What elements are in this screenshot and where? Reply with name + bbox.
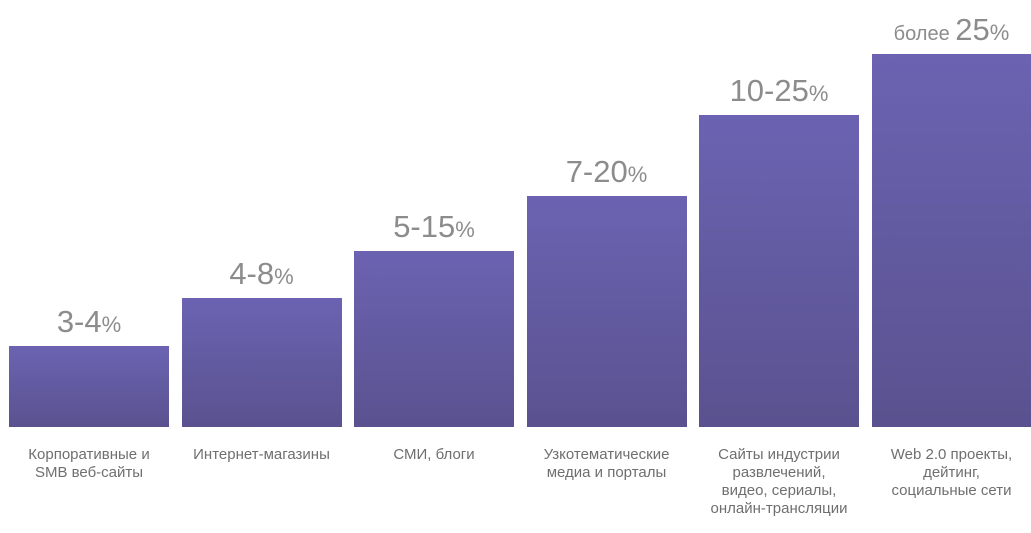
value-label-5: 10-25%: [729, 72, 829, 108]
bar-5: [699, 114, 859, 427]
category-label-4: Узкотематические медиа и порталы: [543, 446, 670, 481]
category-label-2: Интернет-магазины: [193, 446, 330, 463]
value-label-6: более 25%: [893, 11, 1010, 47]
value-label-4: 7-20%: [565, 154, 648, 190]
category-label-5: Сайты индустрии развлечений, видео, сери…: [710, 446, 848, 517]
value-label-1: 3-4%: [56, 303, 122, 339]
category-label-1: Корпоративные и SMB веб-сайты: [28, 446, 150, 481]
bar-3: [354, 250, 514, 427]
category-label-3: СМИ, блоги: [393, 446, 475, 463]
bar-4: [526, 196, 687, 427]
value-label-2: 4-8%: [229, 256, 294, 292]
category-label-6: Web 2.0 проекты, дейтинг, социальные сет…: [890, 446, 1013, 499]
bar-2: [181, 298, 342, 427]
value-label-3: 5-15%: [393, 208, 475, 244]
bar-1: [9, 345, 169, 427]
bar-6: [871, 53, 1031, 427]
